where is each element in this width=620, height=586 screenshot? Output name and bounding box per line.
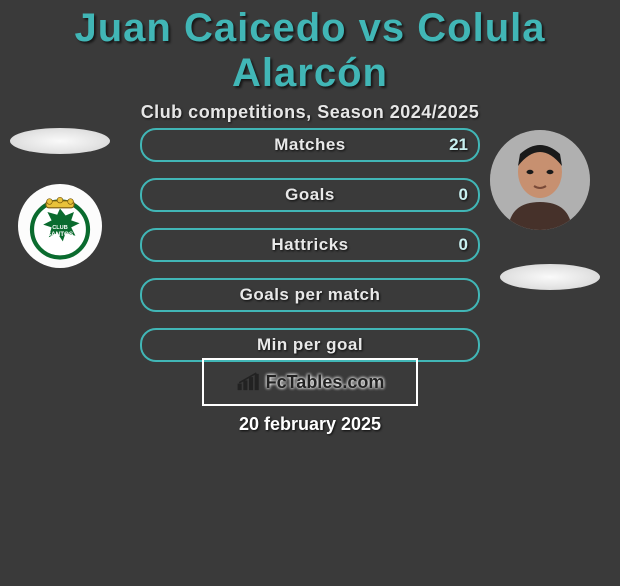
santos-laguna-icon: CLUB SANTOS [25, 191, 95, 261]
left-player-placeholder [10, 128, 110, 154]
subtitle: Club competitions, Season 2024/2025 [0, 102, 620, 123]
right-player-avatar [490, 130, 590, 230]
stats-container: Matches 21 Goals 0 Hattricks 0 Goals per… [140, 128, 480, 378]
svg-text:CLUB: CLUB [52, 225, 68, 231]
stat-bar-hattricks: Hattricks 0 [140, 228, 480, 262]
stat-label: Goals [142, 180, 478, 210]
page-title: Juan Caicedo vs Colula Alarcón [0, 6, 620, 96]
brand-text: FcTables.com [266, 372, 385, 393]
stat-bar-goals: Goals 0 [140, 178, 480, 212]
left-club-badge: CLUB SANTOS [18, 184, 102, 268]
bar-chart-icon [236, 371, 262, 393]
stat-bar-matches: Matches 21 [140, 128, 480, 162]
stat-right-value: 0 [459, 180, 468, 210]
stat-label: Goals per match [142, 280, 478, 310]
stat-label: Matches [142, 130, 478, 160]
stat-bar-min-per-goal: Min per goal [140, 328, 480, 362]
date-text: 20 february 2025 [0, 414, 620, 435]
right-club-placeholder [500, 264, 600, 290]
stat-right-value: 21 [449, 130, 468, 160]
stat-bar-goals-per-match: Goals per match [140, 278, 480, 312]
stat-label: Hattricks [142, 230, 478, 260]
svg-text:SANTOS: SANTOS [47, 231, 73, 238]
stat-label: Min per goal [142, 330, 478, 360]
stat-right-value: 0 [459, 230, 468, 260]
brand-box: FcTables.com [202, 358, 418, 406]
